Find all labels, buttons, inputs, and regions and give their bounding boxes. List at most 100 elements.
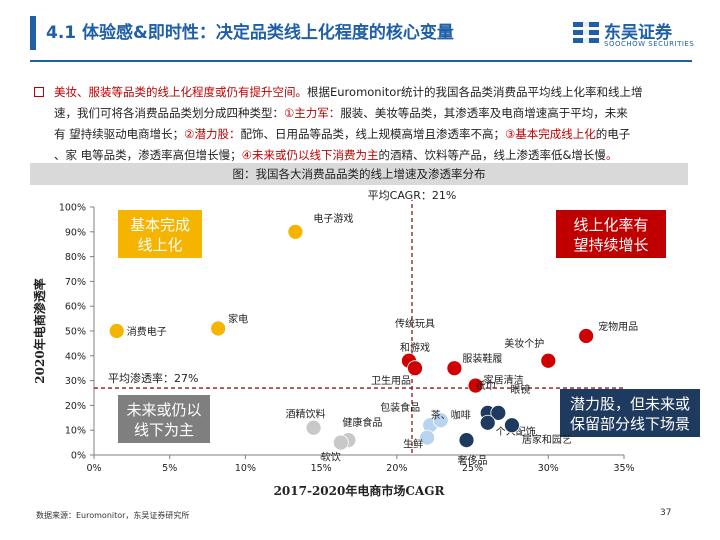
- y-tick-label: 20%: [65, 401, 86, 412]
- body-line-3c: 的电子: [595, 127, 631, 141]
- point-label: 眼镜: [510, 383, 530, 396]
- point-label: 卫生用品: [371, 374, 411, 387]
- point-14: [432, 412, 449, 429]
- point-label: 家电: [228, 313, 248, 326]
- quadrant-text: 保留部分线下场景: [570, 415, 690, 433]
- point-7: [467, 377, 484, 394]
- point-label: 软饮: [321, 451, 341, 464]
- point-17: [490, 404, 507, 421]
- point-label: 家居清洁: [484, 374, 524, 387]
- chart-caption-bar: 图：我国各大消费品品类的线上增速及渗透率分布: [30, 163, 688, 185]
- y-tick-label: 90%: [65, 227, 86, 238]
- body-line-3b: 配饰、日用品等品类，线上规模高增且渗透率不高；: [240, 127, 505, 141]
- point-label: 宠物用品: [598, 320, 638, 333]
- point-8: [540, 352, 557, 369]
- point-label: 电子游戏: [313, 212, 353, 225]
- body-line-2b: 服装、美妆等品类，其渗透率及电商增速高于平均，未来: [340, 106, 628, 120]
- point-20: [458, 432, 475, 449]
- point-6: [446, 360, 463, 377]
- x-tick-label: 10%: [235, 463, 256, 474]
- point-2: [108, 323, 125, 339]
- logo-chinese-name: 东吴证券: [604, 23, 672, 43]
- page-number: 37: [660, 508, 672, 518]
- y-tick-label: 70%: [65, 277, 86, 288]
- point-label: 居家和园艺: [522, 433, 572, 446]
- body-line-4b: 的酒精、饮料等产品，线上渗透率低&增长慢: [378, 148, 606, 162]
- body-line-2a: 速，我们可将各消费品品类划分成四种类型：: [54, 106, 284, 120]
- quadrant-box: [556, 210, 666, 258]
- quadrant-text: 基本完成: [130, 216, 190, 234]
- x-tick-label: 0%: [86, 463, 101, 474]
- quadrant-text: 望持续增长: [573, 236, 648, 254]
- point-3: [210, 320, 227, 337]
- point-label: 美妆个护: [504, 337, 544, 350]
- quadrant-text: 潜力股，但未来或: [570, 395, 690, 413]
- quadrant-text: 线上化率有: [573, 216, 648, 234]
- y-tick-label: 50%: [65, 327, 86, 338]
- y-tick-label: 10%: [65, 426, 86, 437]
- x-tick-label: 5%: [162, 463, 177, 474]
- quadrant-text: 未来或仍以: [126, 401, 201, 419]
- body-line-2-highlight: ①主力军：: [284, 106, 341, 120]
- point-label: 纸巾: [476, 379, 496, 392]
- chart-caption: 图：我国各大消费品品类的线上增速及渗透率分布: [232, 167, 486, 181]
- point-label: 茶、咖啡: [431, 408, 471, 421]
- body-line-4-end: 。: [605, 148, 618, 162]
- point-label: 生鲜: [403, 438, 423, 451]
- quadrant-box: [118, 395, 210, 443]
- point-label: 传统玩具: [395, 317, 435, 330]
- bullet-square-icon: [34, 87, 44, 97]
- point-9: [578, 328, 595, 344]
- y-tick-label: 60%: [65, 302, 86, 313]
- point-18: [479, 414, 496, 431]
- x-tick-label: 20%: [386, 463, 407, 474]
- point-15: [419, 429, 436, 446]
- point-12: [332, 434, 349, 451]
- body-line-3-highlight-2: ③基本完成线上化: [504, 127, 596, 141]
- company-logo: 东吴证券 SOOCHOW SECURITIES: [572, 18, 695, 52]
- intro-highlight: 美妆、服装等品类的线上化程度或仍有提升空间。: [54, 85, 307, 99]
- y-tick-label: 30%: [65, 376, 86, 387]
- logo-mark-icon: [573, 20, 599, 46]
- title-underline: [30, 60, 692, 62]
- y-axis-title: 2020年电商渗透率: [32, 278, 47, 383]
- quadrant-box: [118, 210, 202, 258]
- y-tick-label: 80%: [65, 252, 86, 263]
- point-5: [407, 360, 423, 377]
- point-label: 和游戏: [400, 341, 430, 354]
- point-1: [287, 223, 304, 240]
- y-tick-label: 0%: [71, 451, 86, 462]
- point-label: 包装食品: [380, 401, 420, 414]
- body-paragraph: 美妆、服装等品类的线上化程度或仍有提升空间。根据Euromonitor统计的我国…: [34, 82, 686, 166]
- point-label: 消费电子: [127, 325, 167, 338]
- body-line-1: 根据Euromonitor统计的我国各品类消费品平均线上化率和线上增: [307, 85, 643, 99]
- scatter-chart: 0% 10% 20% 30% 40% 50% 60% 70% 80% 90% 100% 0% 5% 10%…: [32, 188, 700, 498]
- point-label: 奢侈品: [458, 454, 488, 467]
- avg-penetration-label: 平均渗透率：27%: [108, 371, 198, 385]
- logo-english-name: SOOCHOW SECURITIES: [604, 40, 695, 48]
- avg-cagr-label: 平均CAGR：21%: [368, 189, 457, 202]
- quadrant-label-top-left: 基本完成线上化: [118, 210, 202, 258]
- y-tick-label: 40%: [65, 351, 86, 362]
- point-19: [504, 417, 520, 434]
- quadrant-box: [560, 389, 700, 437]
- point-label: 健康食品: [342, 416, 382, 429]
- x-tick-label: 25%: [462, 463, 483, 474]
- body-line-4-highlight: ④未来或仍以线下消费为主: [241, 148, 379, 162]
- x-tick-label: 30%: [538, 463, 559, 474]
- body-line-4a: 、家 电等品类，渗透率高但增长慢；: [54, 148, 242, 162]
- title-accent-bar: [30, 16, 36, 50]
- quadrant-text: 线上化: [137, 236, 182, 254]
- y-tick-label: 100%: [59, 203, 86, 214]
- source-note: 数据来源：Euromonitor，东吴证券研究所: [36, 511, 190, 520]
- point-label: 服装鞋履: [462, 352, 502, 365]
- header: 4.1 体验感&即时性：决定品类线上化程度的核心变量 东吴证券 SOOCHOW …: [0, 0, 720, 62]
- page-title: 4.1 体验感&即时性：决定品类线上化程度的核心变量: [46, 23, 454, 43]
- body-line-3a: 有 望持续驱动电商增长；: [54, 127, 185, 141]
- x-axis-title: 2017-2020年电商市场CAGR: [274, 483, 446, 498]
- x-tick-label: 15%: [311, 463, 332, 474]
- point-10: [305, 419, 322, 436]
